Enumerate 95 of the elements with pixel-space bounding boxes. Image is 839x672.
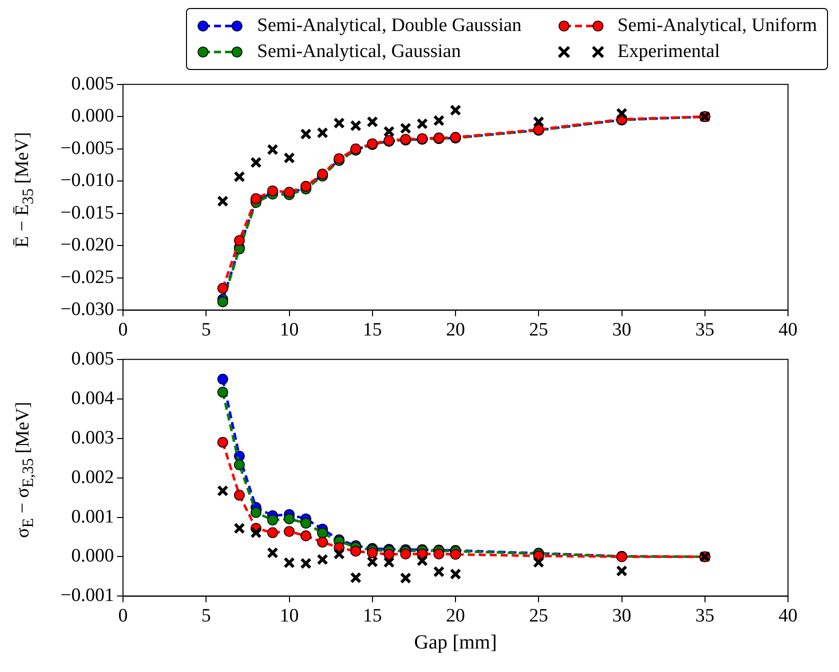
y-tick-label: −0.015 (60, 202, 114, 224)
point (317, 536, 328, 548)
point (234, 490, 245, 501)
point (300, 518, 312, 529)
x-tick-label: 0 (118, 320, 128, 341)
point (350, 120, 362, 132)
point (383, 556, 395, 568)
point (433, 548, 444, 560)
point (267, 514, 278, 526)
x-tick-label: 25 (529, 320, 548, 341)
point (217, 485, 228, 497)
x-tick-label: 5 (201, 606, 211, 627)
y-tick-label: 0.005 (71, 348, 114, 370)
x-tick-label: 20 (446, 606, 465, 627)
y-tick-label: −0.030 (60, 299, 114, 320)
point (284, 556, 295, 568)
x-tick-label: 0 (118, 606, 128, 627)
point (300, 558, 312, 570)
x-tick-label: 5 (201, 320, 211, 341)
point (217, 296, 228, 308)
point (350, 572, 362, 584)
x-tick-label: 40 (778, 606, 798, 627)
legend-label: Experimental (618, 41, 720, 63)
x-tick-label: 25 (529, 606, 548, 627)
point (267, 527, 278, 538)
x-tick-label: 35 (695, 606, 714, 627)
point (284, 152, 295, 164)
y-tick-label: 0.005 (71, 73, 114, 94)
y-tick-label: 0.001 (71, 506, 114, 528)
point (616, 565, 628, 577)
y-tick-label: 0.000 (71, 106, 114, 127)
point (366, 547, 378, 558)
point (416, 554, 428, 566)
legend-label: Semi-Analytical, Double Gaussian (257, 15, 522, 37)
point (284, 526, 295, 537)
point (300, 530, 312, 542)
point (350, 546, 362, 557)
x-tick-label: 10 (280, 320, 299, 341)
x-tick-label: 40 (778, 320, 798, 341)
point (234, 522, 246, 534)
point (217, 374, 228, 385)
point (284, 513, 295, 524)
point (383, 126, 395, 138)
x-tick-label: 15 (362, 320, 382, 341)
point (416, 118, 428, 130)
x-tick-label: 30 (612, 320, 632, 341)
point (266, 547, 278, 559)
point (250, 526, 262, 538)
point (400, 548, 412, 560)
point (450, 548, 461, 560)
y-tick-label: 0.003 (71, 427, 114, 448)
point (433, 566, 445, 578)
y-tick-label: 0.000 (71, 546, 114, 567)
point (234, 459, 245, 470)
point (316, 127, 328, 139)
point (250, 507, 262, 518)
x-tick-label: 20 (446, 320, 465, 341)
point (234, 170, 246, 182)
point (333, 548, 345, 560)
point (234, 235, 245, 246)
y-tick-label: −0.001 (60, 585, 114, 606)
point (400, 122, 412, 134)
x-axis-title: Gap [mm] (414, 631, 497, 654)
y-tick-label: −0.010 (60, 170, 114, 192)
point (384, 548, 394, 560)
x-tick-label: 30 (612, 606, 632, 627)
legend-label: Semi-Analytical, Gaussian (257, 41, 461, 63)
y-tick-label: −0.005 (60, 138, 114, 159)
point (217, 436, 228, 448)
point (333, 117, 345, 129)
x-tick-label: 15 (362, 606, 382, 627)
y-tick-label: −0.020 (60, 234, 114, 256)
point (266, 144, 278, 156)
point (400, 572, 412, 584)
legend-label: Semi-Analytical, Uniform (618, 15, 817, 37)
point (532, 116, 544, 128)
y-tick-label: 0.002 (71, 466, 114, 488)
x-tick-label: 10 (280, 606, 299, 627)
point (316, 554, 328, 566)
point (532, 556, 544, 568)
point (217, 282, 228, 294)
x-tick-label: 35 (695, 320, 714, 341)
y-tick-label: 0.004 (71, 388, 114, 409)
y-tick-label: −0.025 (60, 266, 114, 288)
point (250, 156, 262, 168)
point (217, 386, 228, 398)
point (300, 128, 312, 140)
point (433, 114, 445, 126)
point (616, 108, 628, 120)
point (317, 528, 328, 538)
point (450, 104, 462, 116)
point (450, 568, 462, 580)
point (366, 556, 378, 568)
point (217, 195, 228, 207)
point (366, 116, 378, 128)
